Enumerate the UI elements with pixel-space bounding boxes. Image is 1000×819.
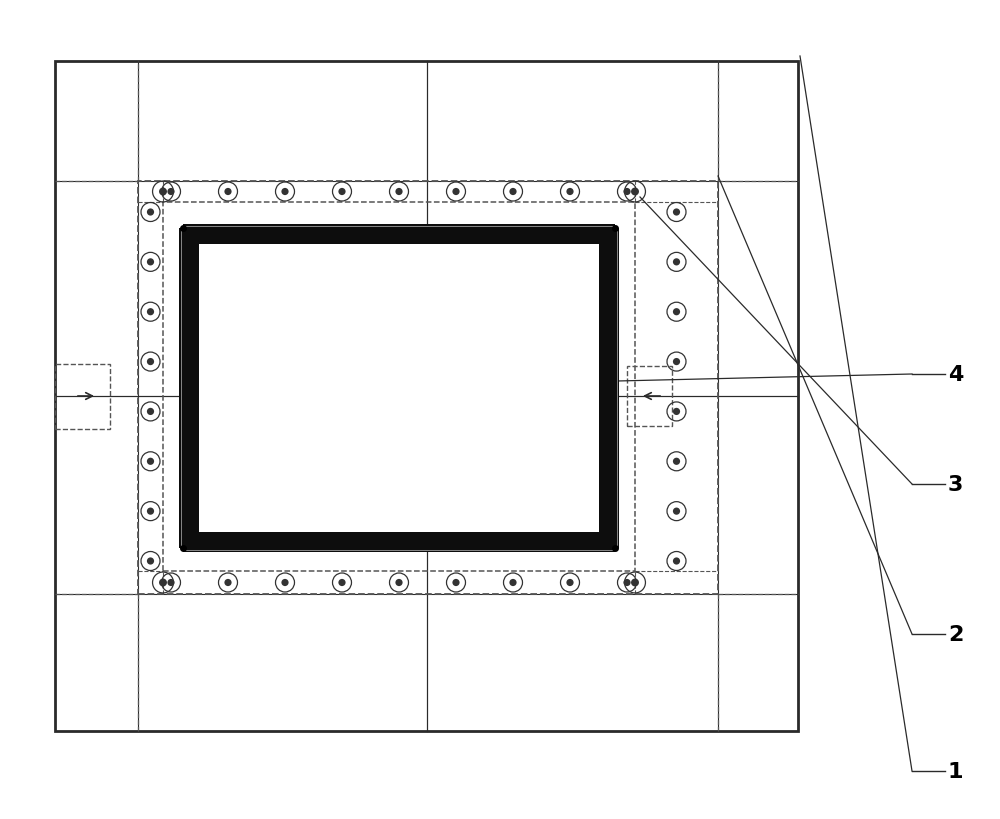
Circle shape xyxy=(147,458,154,465)
Text: 1: 1 xyxy=(948,761,964,781)
Bar xyxy=(55,364,110,429)
Circle shape xyxy=(673,558,680,565)
Bar xyxy=(183,224,615,245)
Circle shape xyxy=(281,579,289,586)
Circle shape xyxy=(673,409,680,415)
Bar xyxy=(163,203,635,572)
Circle shape xyxy=(338,579,346,586)
Circle shape xyxy=(159,188,167,197)
Circle shape xyxy=(167,188,175,196)
Circle shape xyxy=(623,579,631,586)
Circle shape xyxy=(452,579,460,586)
Circle shape xyxy=(147,359,154,366)
Circle shape xyxy=(224,579,232,586)
Bar xyxy=(627,367,672,427)
Circle shape xyxy=(395,188,403,196)
Circle shape xyxy=(673,209,680,216)
Circle shape xyxy=(623,188,631,196)
Text: 4: 4 xyxy=(948,364,963,385)
Circle shape xyxy=(167,579,175,586)
Bar xyxy=(138,182,718,595)
Bar xyxy=(55,62,798,731)
Circle shape xyxy=(566,188,574,196)
Circle shape xyxy=(147,409,154,415)
Circle shape xyxy=(147,309,154,316)
Circle shape xyxy=(147,558,154,565)
Circle shape xyxy=(631,188,639,197)
Circle shape xyxy=(159,579,167,586)
Circle shape xyxy=(509,579,517,586)
Bar xyxy=(183,532,615,552)
Circle shape xyxy=(147,209,154,216)
Circle shape xyxy=(509,188,517,196)
Circle shape xyxy=(673,458,680,465)
Bar xyxy=(199,245,599,532)
Circle shape xyxy=(673,508,680,515)
Bar xyxy=(181,227,617,550)
Circle shape xyxy=(224,188,232,196)
Circle shape xyxy=(566,579,574,586)
Circle shape xyxy=(673,309,680,316)
Circle shape xyxy=(147,259,154,266)
Bar xyxy=(599,229,619,549)
Circle shape xyxy=(395,579,403,586)
Circle shape xyxy=(452,188,460,196)
Circle shape xyxy=(673,359,680,366)
Text: 2: 2 xyxy=(948,624,963,645)
Text: 3: 3 xyxy=(948,474,963,495)
Circle shape xyxy=(673,259,680,266)
Bar xyxy=(179,229,199,549)
Circle shape xyxy=(631,579,639,586)
Circle shape xyxy=(281,188,289,196)
Circle shape xyxy=(147,508,154,515)
Circle shape xyxy=(338,188,346,196)
